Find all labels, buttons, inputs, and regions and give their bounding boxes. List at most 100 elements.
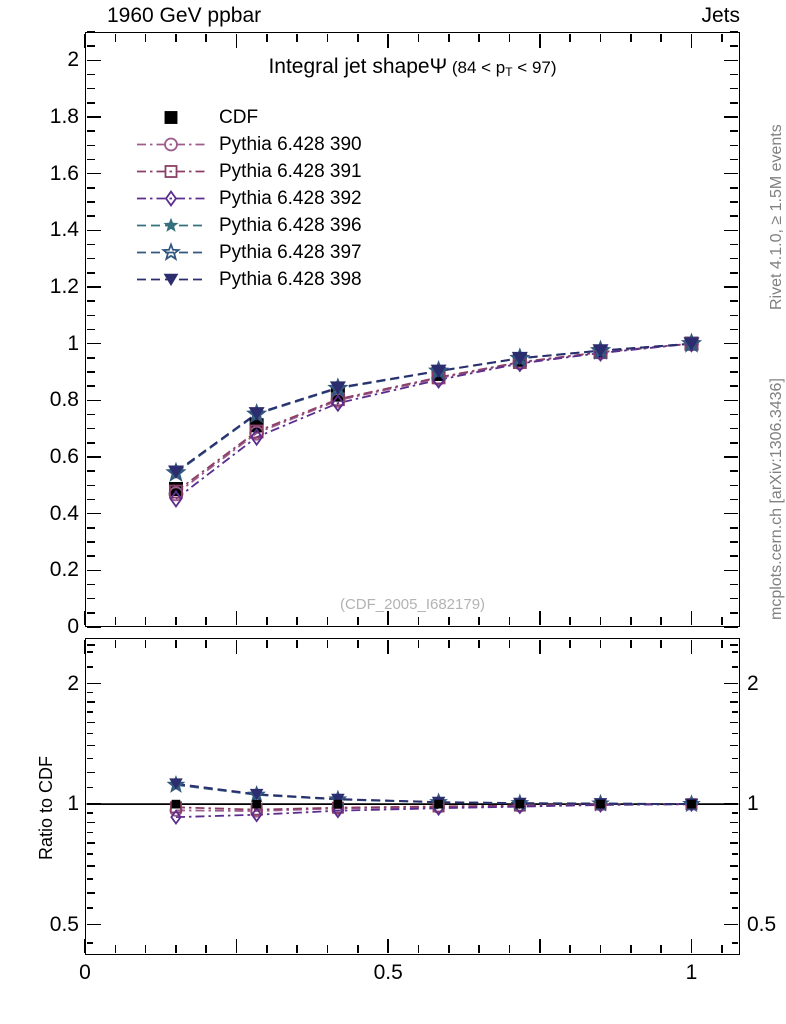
analysis-id-watermark: (CDF_2005_I682179) xyxy=(339,596,486,613)
tick-mark xyxy=(732,711,739,713)
tick-mark xyxy=(86,842,95,844)
tick-mark xyxy=(86,102,95,104)
legend-item[interactable]: Pythia 6.428 390 xyxy=(137,131,362,158)
legend-item[interactable]: Pythia 6.428 398 xyxy=(137,266,362,293)
legend-key-396 xyxy=(137,212,205,239)
tick-mark xyxy=(732,691,739,694)
legend-item[interactable]: Pythia 6.428 396 xyxy=(137,212,362,239)
tick-mark xyxy=(86,300,95,302)
tick-mark xyxy=(732,651,739,653)
tick-mark xyxy=(86,371,95,373)
tick-mark xyxy=(730,130,739,132)
tick-mark xyxy=(296,639,299,648)
tick-mark xyxy=(86,314,95,317)
tick-mark xyxy=(417,33,420,42)
tick-mark xyxy=(732,757,739,760)
tick-mark xyxy=(114,945,117,954)
tick-mark xyxy=(660,617,662,626)
tick-mark xyxy=(732,732,739,735)
tick-mark xyxy=(86,328,95,331)
tick-mark xyxy=(730,300,739,302)
tick-mark xyxy=(730,555,739,557)
tick-mark xyxy=(266,617,268,626)
tick-mark xyxy=(724,342,739,345)
tick-mark xyxy=(86,31,95,33)
legend-item[interactable]: Pythia 6.428 397 xyxy=(137,239,362,266)
tick-mark xyxy=(86,399,101,402)
tick-mark xyxy=(599,33,602,42)
legend-item-label: CDF xyxy=(219,106,259,128)
legend-item[interactable]: Pythia 6.428 391 xyxy=(137,158,362,185)
tick-mark xyxy=(539,939,541,954)
tick-mark xyxy=(569,617,571,626)
main-y-tick-label: 2 xyxy=(67,48,79,72)
tick-mark xyxy=(730,187,739,189)
tick-mark xyxy=(86,732,93,735)
tick-mark xyxy=(569,639,571,648)
tick-mark xyxy=(86,541,95,543)
tick-mark xyxy=(721,617,723,626)
tick-mark xyxy=(86,512,101,515)
tick-mark xyxy=(724,682,739,685)
legend-item[interactable]: CDF xyxy=(137,104,362,131)
tick-mark xyxy=(724,399,739,402)
tick-mark xyxy=(86,831,93,834)
tick-mark xyxy=(86,215,95,217)
legend-item-label: Pythia 6.428 396 xyxy=(219,214,362,236)
tick-mark xyxy=(144,33,147,42)
ratio-y-tick-label: 0.5 xyxy=(49,912,79,936)
legend-item-label: Pythia 6.428 390 xyxy=(219,133,362,155)
tick-mark xyxy=(86,257,95,260)
tick-mark xyxy=(114,617,117,626)
ratio-y-tick-label-right: 0.5 xyxy=(747,912,777,936)
tick-mark xyxy=(730,427,739,430)
tick-mark xyxy=(724,59,739,62)
tick-mark xyxy=(539,33,541,48)
tick-mark xyxy=(730,272,739,274)
tick-mark xyxy=(175,945,177,954)
tick-mark xyxy=(721,639,723,648)
tick-mark xyxy=(86,569,101,572)
tick-mark xyxy=(86,803,101,805)
tick-mark xyxy=(205,33,208,42)
ratio-plot-frame xyxy=(85,638,740,955)
tick-mark xyxy=(266,945,268,954)
legend-item-label: Pythia 6.428 397 xyxy=(219,241,362,263)
header-category-label: Jets xyxy=(701,4,740,27)
tick-mark xyxy=(86,413,95,416)
tick-mark xyxy=(724,229,739,232)
tick-mark xyxy=(86,484,95,487)
tick-mark xyxy=(732,786,739,789)
tick-mark xyxy=(326,639,329,648)
tick-mark xyxy=(478,639,480,648)
tick-mark xyxy=(724,626,739,628)
tick-mark xyxy=(730,583,739,586)
tick-mark xyxy=(724,512,739,515)
tick-mark xyxy=(86,923,101,926)
main-y-tick-label: 1 xyxy=(67,331,79,355)
tick-mark xyxy=(86,744,95,747)
main-y-tick-label: 1.4 xyxy=(49,218,79,242)
tick-mark xyxy=(86,651,93,653)
tick-mark xyxy=(86,786,93,789)
tick-mark xyxy=(86,342,101,345)
tick-mark xyxy=(730,484,739,487)
tick-mark xyxy=(235,33,238,48)
tick-mark xyxy=(86,427,95,430)
legend-item[interactable]: Pythia 6.428 392 xyxy=(137,185,362,212)
tick-mark xyxy=(508,945,511,954)
tick-mark xyxy=(630,33,632,42)
tick-mark xyxy=(724,116,739,118)
tick-mark xyxy=(205,639,208,648)
tick-mark xyxy=(357,639,359,648)
tick-mark xyxy=(730,527,739,529)
tick-mark xyxy=(730,314,739,317)
tick-mark xyxy=(478,945,480,954)
tick-mark xyxy=(84,939,86,954)
ratio-y-tick-label-right: 2 xyxy=(747,671,759,695)
tick-mark xyxy=(448,945,450,954)
x-tick-label: 0 xyxy=(79,961,91,984)
tick-mark xyxy=(417,945,420,954)
ratio-axis-label: Ratio to CDF xyxy=(36,755,56,860)
